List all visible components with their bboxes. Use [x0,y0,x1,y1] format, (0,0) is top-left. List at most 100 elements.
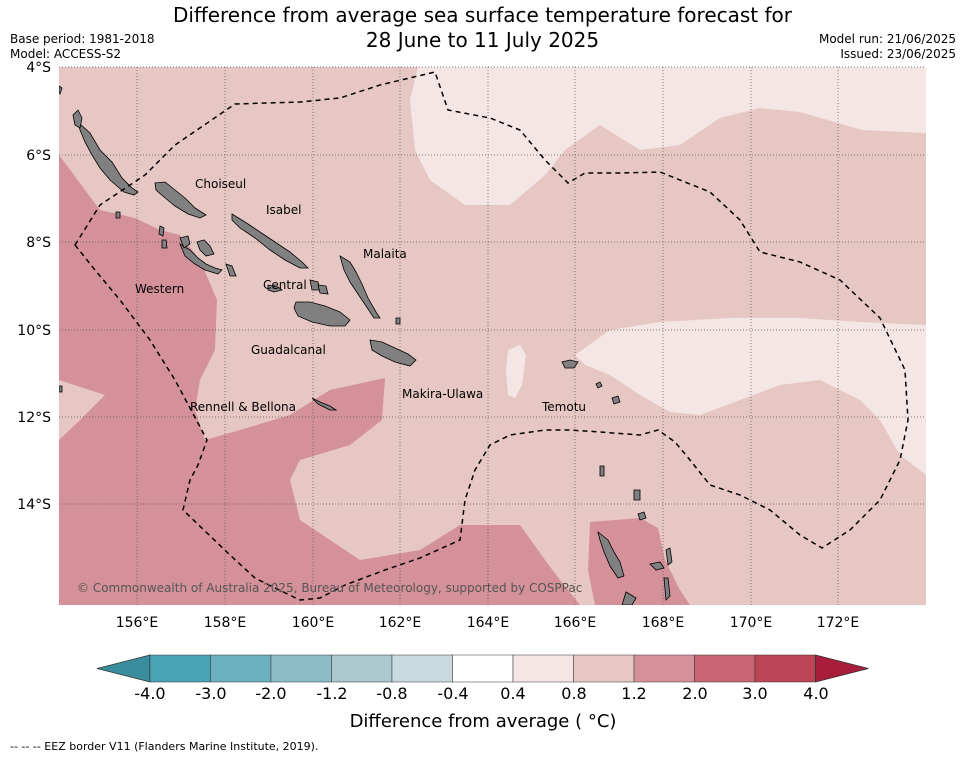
colorbar-tick: 3.0 [742,684,767,703]
place-labels: Choiseul Isabel Malaita Western Central … [135,177,586,414]
island-bougainville [75,111,139,196]
lat-label: 4°S [26,60,51,76]
colorbar-segment [512,654,574,683]
island-isabel [231,213,309,269]
colorbar-segment [754,654,816,683]
lon-label: 158°E [204,615,247,631]
island-small-13 [599,465,605,477]
lon-label: 166°E [554,615,597,631]
island-guadalcanal [293,301,351,327]
place-malaita: Malaita [363,247,407,261]
meta-left: Base period: 1981-2018 Model: ACCESS-S2 [10,32,155,62]
island-buka [72,109,83,129]
meta-right: Model run: 21/06/2025 Issued: 23/06/2025 [819,32,956,62]
place-makira-ulawa: Makira-Ulawa [402,387,483,401]
place-guadalcanal: Guadalcanal [251,343,326,357]
island-vella [179,235,191,249]
colorbar-tick: -4.0 [134,684,165,703]
colorbar-tick: 1.2 [621,684,646,703]
copyright-notice: © Commonwealth of Australia 2025, Bureau… [77,581,582,595]
island-small-9 [158,225,165,237]
base-period: Base period: 1981-2018 [10,32,155,46]
island-small-3 [611,395,621,405]
island-ndeni [561,359,579,369]
title-line-2: 28 June to 11 July 2025 [365,28,600,52]
colorbar-segment [270,654,332,683]
lon-label: 160°E [292,615,335,631]
colorbar-tick: -1.2 [316,684,347,703]
island-vanua-lava [597,530,625,579]
colorbar-segment [573,654,635,683]
colorbar-tick: -2.0 [255,684,286,703]
island-rennell [311,397,338,411]
lat-label: 14°S [17,497,51,513]
island-new-georgia [179,243,223,275]
colorbar-segment [694,654,756,683]
colorbar-segment [331,654,393,683]
colorbar-tick: 0.8 [561,684,586,703]
lon-label: 168°E [642,615,685,631]
island-small-6 [665,547,673,566]
island-small-1 [649,561,665,571]
colorbar-tick: -0.4 [437,684,468,703]
latitude-labels: 4°S 6°S 8°S 10°S 12°S 14°S [17,60,51,513]
model-run: Model run: 21/06/2025 [818,32,956,46]
colorbar-tick: 4.0 [803,684,828,703]
anomaly-band-0.8-1.2-sw [59,380,105,440]
lat-label: 10°S [17,323,51,339]
longitude-labels: 156°E 158°E 160°E 162°E 164°E 166°E 168°… [116,615,860,631]
anomaly-band-1.2-2.0-west [59,155,580,605]
map-area [59,67,926,605]
anomaly-band-0.4-0.8-north [410,67,926,205]
land-islands [59,85,673,605]
colorbar-label: Difference from average ( °C) [350,711,617,732]
island-espiritu [621,591,637,605]
lon-label: 156°E [116,615,159,631]
issued-date: Issued: 23/06/2025 [840,47,956,61]
place-central: Central [263,278,307,292]
colorbar-segment [149,654,211,683]
island-kolombangara [196,239,215,257]
island-small-2 [637,511,647,521]
colorbar-tick: 2.0 [682,684,707,703]
colorbar-tick: -3.0 [195,684,226,703]
island-choiseul [154,181,207,219]
lat-label: 6°S [26,148,51,164]
eez-border [74,71,909,601]
island-small-5 [663,577,671,601]
island-florida [267,284,283,293]
island-small-11 [115,211,121,219]
colorbar-extend-low [96,654,151,683]
colorbar [96,654,869,683]
colorbar-extend-high [815,654,869,683]
island-malaita [339,255,381,319]
colorbar-segment [633,654,695,683]
island-small-12 [633,489,641,501]
colorbar-segment [391,654,453,683]
anomaly-band-0.4-0.8-east [575,318,926,475]
island-small-8 [317,284,329,295]
lon-label: 164°E [467,615,510,631]
island-small-17 [59,385,63,393]
colorbar-segment [210,654,272,683]
place-choiseul: Choiseul [195,177,246,191]
lon-label: 170°E [730,615,773,631]
place-isabel: Isabel [266,203,301,217]
island-makira [369,339,417,367]
colorbar-segment [452,654,514,683]
colorbar-ticks: -4.0 -3.0 -2.0 -1.2 -0.8 -0.4 0.4 0.8 1.… [134,684,828,703]
island-small-16 [59,85,63,96]
anomaly-band-0.4-0.8-small [506,345,526,398]
eez-footnote: -- -- -- EEZ border V11 (Flanders Marine… [10,740,319,753]
lon-label: 162°E [379,615,422,631]
island-small-14 [225,263,237,277]
island-small-10 [161,239,168,249]
title-line-1: Difference from average sea surface temp… [172,3,792,27]
place-rennell-bellona: Rennell & Bellona [190,400,296,414]
place-western: Western [135,282,184,296]
island-small-4 [595,381,603,389]
place-temotu: Temotu [541,400,586,414]
lat-label: 12°S [17,410,51,426]
lat-label: 8°S [26,235,51,251]
